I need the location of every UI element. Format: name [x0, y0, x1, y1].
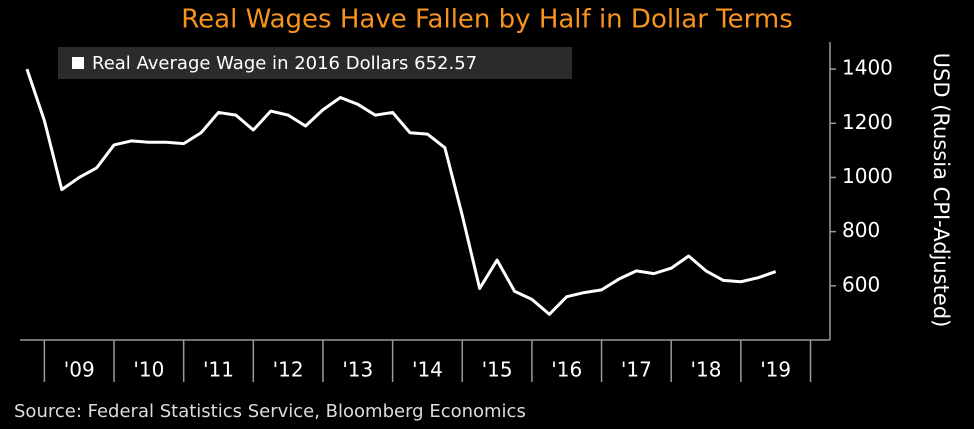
legend-swatch [72, 57, 84, 69]
y-tick-label: 800 [842, 218, 880, 242]
x-tick-label: '11 [203, 358, 234, 382]
chart-title: Real Wages Have Fallen by Half in Dollar… [181, 5, 793, 35]
x-tick-label: '12 [273, 358, 304, 382]
legend-box [58, 47, 572, 79]
y-tick-label: 600 [842, 272, 880, 296]
x-tick-label: '15 [482, 358, 513, 382]
x-tick-label: '18 [691, 358, 722, 382]
data-line [25, 68, 777, 316]
legend-last-value: 652.57 [414, 53, 477, 74]
y-tick-label: 1400 [842, 56, 893, 80]
legend-label: Real Average Wage in 2016 Dollars 652.57 [92, 53, 477, 74]
x-tick-label: '19 [760, 358, 791, 382]
x-tick-label: '17 [621, 358, 652, 382]
legend-name: Real Average Wage in 2016 Dollars [92, 53, 408, 74]
x-tick-label: '14 [412, 358, 443, 382]
legend: Real Average Wage in 2016 Dollars 652.57 [58, 47, 572, 79]
y-tick-label: 1000 [842, 164, 893, 188]
x-tick-label: '16 [551, 358, 582, 382]
y-axis-label: USD (Russia CPI-Adjusted) [929, 53, 953, 328]
source-note: Source: Federal Statistics Service, Bloo… [14, 401, 526, 422]
x-tick-label: '13 [342, 358, 373, 382]
x-tick-label: '10 [133, 358, 164, 382]
y-tick-label: 1200 [842, 110, 893, 134]
x-tick-label: '09 [64, 358, 95, 382]
